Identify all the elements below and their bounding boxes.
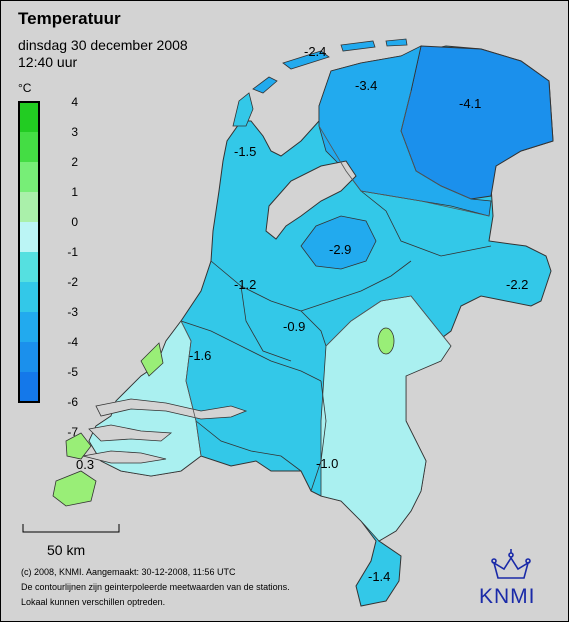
- contour-lines: [180, 90, 490, 457]
- wadden-island-schiermonnikoog: [385, 38, 408, 47]
- legend-tick-label: -6: [67, 395, 78, 409]
- province-borders: [180, 190, 492, 492]
- land-green-small: [65, 432, 92, 460]
- legend-tick-label: -2: [67, 275, 78, 289]
- temp-label: -2.9: [329, 242, 352, 257]
- legend-color-swatch: [19, 192, 39, 222]
- legend-tick-label: 3: [71, 125, 78, 139]
- legend-color-swatch: [19, 132, 39, 162]
- scale-bar-label: 50 km: [47, 542, 86, 558]
- map-date: dinsdag 30 december 2008: [18, 37, 188, 53]
- temp-label: -1.4: [368, 569, 391, 584]
- legend-color-swatch: [19, 282, 39, 312]
- wadden-island-ameland: [340, 40, 376, 52]
- footer-copyright: (c) 2008, KNMI. Aangemaakt: 30-12-2008, …: [21, 567, 236, 577]
- legend-outline: [18, 101, 40, 403]
- temp-label: -2.2: [506, 277, 529, 292]
- legend-tick-label: -4: [67, 335, 78, 349]
- wadden-island-vlieland: [252, 76, 278, 94]
- land-green-coast: [140, 342, 164, 377]
- knmi-logo-text: KNMI: [479, 585, 536, 608]
- temp-label: -1.5: [234, 144, 257, 159]
- delta-water-1: [95, 398, 248, 420]
- legend-color-swatch: [19, 342, 39, 372]
- delta-water-3: [82, 450, 167, 464]
- temp-label: -1.0: [316, 456, 339, 471]
- temp-label: -4.1: [459, 96, 482, 111]
- temp-label: -3.4: [355, 78, 378, 93]
- temp-label: -1.6: [189, 348, 212, 363]
- map-time: 12:40 uur: [18, 54, 78, 70]
- land-green-veluwe: [377, 327, 395, 355]
- map-title: Temperatuur: [18, 9, 121, 28]
- legend-unit: °C: [18, 81, 32, 95]
- legend-tick-label: -1: [67, 245, 78, 259]
- legend-tick-label: 1: [71, 185, 78, 199]
- delta-water-2: [88, 424, 173, 442]
- legend-color-swatch: [19, 372, 39, 402]
- legend-tick-label: 0: [71, 215, 78, 229]
- footer-note-1: De contourlijnen zijn geinterpoleerde me…: [21, 582, 290, 592]
- legend-tick-label: -5: [67, 365, 78, 379]
- legend-color-swatch: [19, 222, 39, 252]
- land-flevoland: [300, 215, 377, 270]
- wadden-island-texel: [232, 92, 254, 127]
- temp-label: -0.9: [283, 319, 306, 334]
- wadden-island-terschelling: [282, 50, 330, 70]
- legend-tick-label: -7: [67, 425, 78, 439]
- legend-color-swatch: [19, 102, 39, 132]
- footer-note-2: Lokaal kunnen verschillen optreden.: [21, 597, 166, 607]
- scale-bar: [22, 524, 120, 533]
- legend-color-swatch: [19, 252, 39, 282]
- legend-tick-label: 4: [71, 95, 78, 109]
- legend-tick-label: -3: [67, 305, 78, 319]
- temp-label: -2.4: [304, 44, 327, 59]
- ijsselmeer: [265, 160, 357, 240]
- temp-label: -1.2: [234, 277, 257, 292]
- legend-colorbar: [18, 101, 40, 403]
- knmi-crown-icon: [491, 549, 531, 579]
- land-green-zeeland: [52, 470, 97, 507]
- legend-tick-label: 2: [71, 155, 78, 169]
- temp-label: 0.3: [76, 457, 95, 472]
- legend-color-swatch: [19, 312, 39, 342]
- legend-color-swatch: [19, 162, 39, 192]
